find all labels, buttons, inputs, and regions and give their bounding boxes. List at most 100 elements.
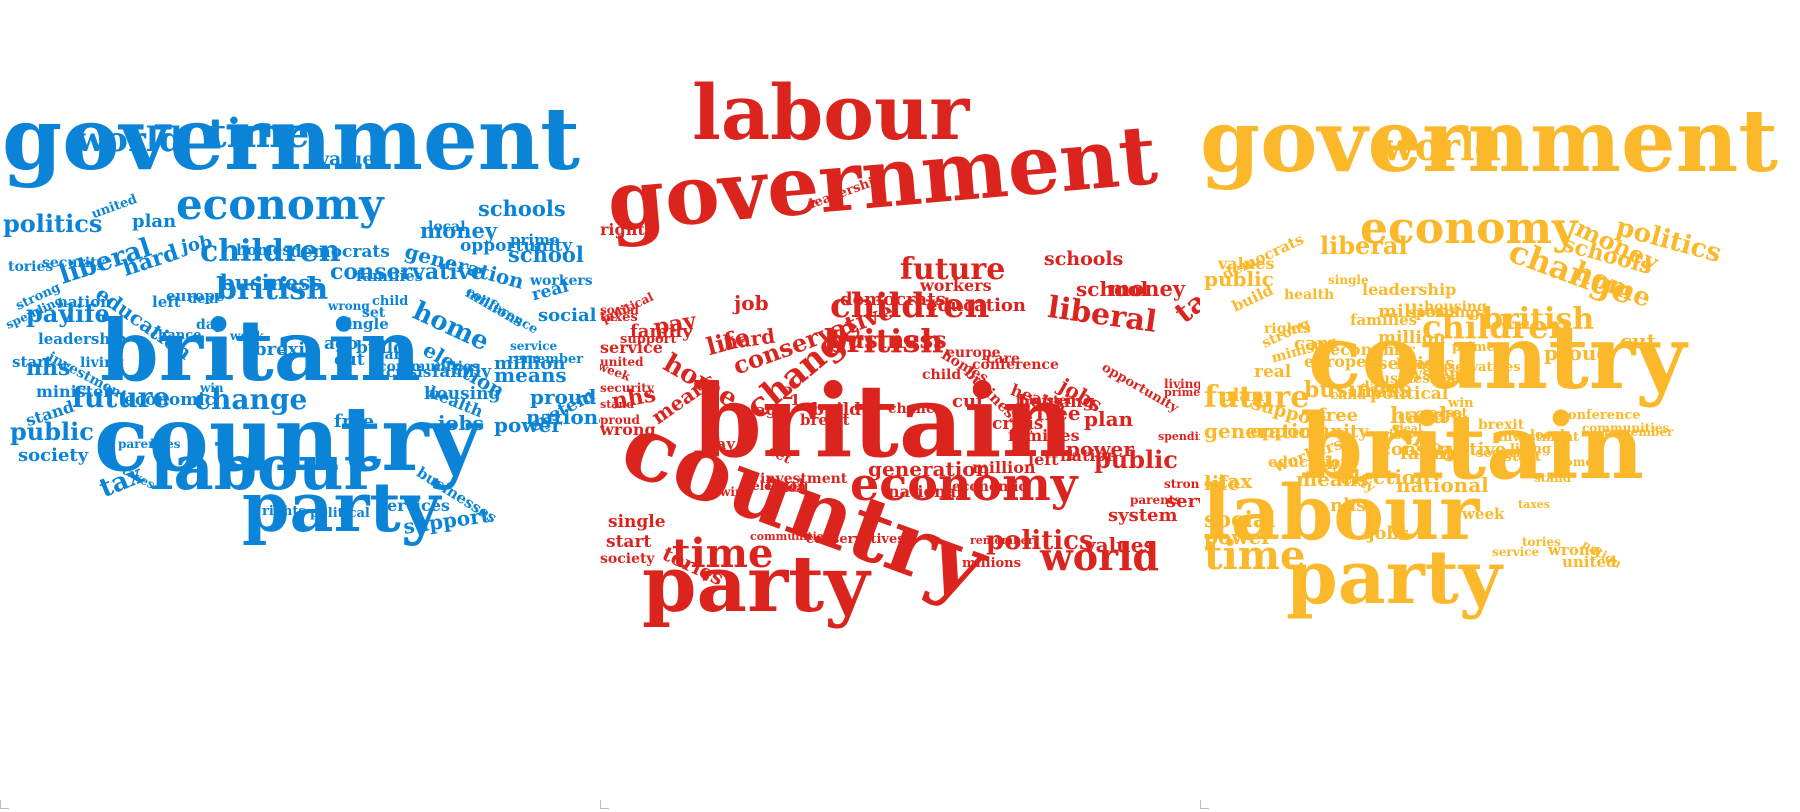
cloud-word: workers [530,273,593,290]
cloud-word: education [926,294,1026,316]
cloud-word: chance [150,327,202,343]
cloud-word: parents [118,436,170,451]
cloud-word: job [1308,452,1340,474]
cloud-word: prime [1164,385,1200,399]
cloud-word: schools [478,196,566,222]
cloud-word: family [1400,442,1463,464]
cloud-word: conference [972,357,1059,374]
cloud-word: real [1254,361,1292,382]
cloud-word: job [179,231,214,258]
cloud-word: party [242,468,441,549]
cloud-word: power [1204,525,1272,549]
cloud-word: cut [334,349,365,370]
cloud-word: time [672,530,774,577]
cloud-word: life [1204,471,1241,495]
cloud-word: living [1510,441,1551,457]
cloud-word: remember [508,351,584,367]
cloud-word: single [1328,272,1369,287]
cloud-word: ago [1428,403,1463,424]
cloud-word: values [1084,533,1155,557]
word-cloud-blue: government country britain labour party econo… [0,0,600,812]
cloud-word: power [494,413,562,437]
cloud-word: millions [1378,300,1460,322]
cloud-word: week [1462,505,1505,524]
cloud-word: 2 [782,383,794,404]
cloud-word: living [80,355,125,372]
cloud-word: public [10,416,94,446]
cloud-word: political [1370,383,1449,404]
cloud-word: society [600,551,655,568]
cloud-word: investment [1498,429,1580,445]
cloud-word: free [334,410,375,432]
cloud-word: brexit [800,411,850,430]
cloud-word: free [1036,401,1081,425]
cloud-word: local [1530,427,1565,443]
cloud-word: british [824,321,944,360]
cloud-word: conservatives [0,0,91,2]
cloud-word: lives [1396,355,1435,374]
cloud-word: chance [888,401,944,418]
cloud-word: service [600,338,663,358]
cloud-word: set [1446,405,1468,421]
cloud-word: national [1396,473,1489,497]
cloud-word: build [356,337,406,358]
cloud-word: communities [750,529,830,543]
cloud-word: jobs [1368,522,1410,544]
cloud-word: local [428,219,466,236]
cloud-word: crisis [992,413,1044,434]
cloud-word: support [620,331,677,347]
cloud-word: parents [1130,492,1182,507]
cloud-word: conservative [1380,438,1507,460]
cloud-word: business [220,270,323,296]
cloud-word: plan [1084,407,1134,431]
word-cloud-yellow: government britain country labour party econo… [1200,0,1800,812]
cloud-word: child [372,293,409,309]
cloud-word: remember [970,533,1034,547]
cloud-word: conservatives [1422,359,1521,375]
cloud-word: homes [1556,454,1600,469]
cloud-word: security [1476,445,1535,461]
cloud-word: deal [1396,421,1422,435]
cloud-word: communities [1582,420,1670,435]
cloud-word: ago [756,401,787,420]
cloud-word: schools [1044,247,1124,270]
cloud-word: children [1422,307,1572,346]
cloud-word: economic [1330,340,1416,360]
cloud-word: left [152,293,181,312]
word-cloud-red: labour government britain country party econo… [600,0,1200,812]
cloud-word: conference [1560,407,1641,423]
cloud-word: europe [946,345,1001,362]
cloud-word: united [1562,553,1617,572]
cloud-word: british [1482,301,1595,337]
cloud-word: future [900,251,1006,287]
cloud-word: win [1448,395,1474,411]
cloud-word: service [510,338,558,353]
cloud-word: school [1076,277,1149,301]
cloud-word: social [600,302,639,317]
cloud-word: country [1308,305,1687,410]
cloud-word: 1 [790,391,801,410]
cloud-word: pay [26,298,73,328]
cloud-word: money [420,218,498,244]
cloud-word: security [600,380,654,395]
cloud-word: service [1492,544,1540,559]
cloud-word: wrong [328,298,370,313]
cloud-word: tax [1218,469,1253,493]
cloud-word: national [888,482,963,502]
cloud-word: wrong [1548,541,1601,560]
cloud-word: housing [424,383,501,404]
cloud-word: child [1330,387,1367,403]
cloud-word: chance [1398,409,1442,423]
cloud-word: win [200,380,224,395]
cloud-word: spending [1408,305,1480,322]
cloud-word: local [600,0,632,2]
cloud-word: crisis [1374,427,1414,443]
cloud-word: minister [36,382,112,402]
cloud-word: workers [920,276,992,296]
cloud-word: 1 [1432,447,1442,463]
cloud-word: hard [1390,403,1448,430]
cloud-word: prime [510,231,560,250]
cloud-word: opportunity [1250,420,1369,442]
cloud-word: homes [236,241,291,260]
cloud-word: plan [1220,384,1265,406]
